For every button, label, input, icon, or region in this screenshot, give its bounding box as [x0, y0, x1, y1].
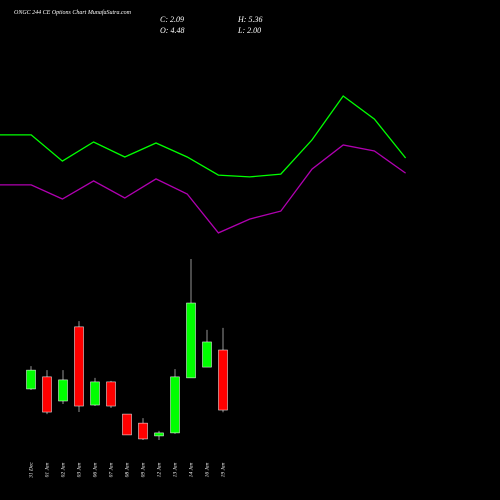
info-low: L: 2.00	[237, 26, 261, 35]
x-tick-label: 06 Jan	[92, 462, 98, 477]
x-tick-label: 13 Jan	[172, 462, 178, 477]
x-tick-label: 07 Jan	[108, 462, 114, 477]
x-tick-label: 09 Jan	[140, 462, 146, 477]
x-tick-label: 03 Jan	[76, 462, 82, 477]
candle-body	[42, 376, 52, 413]
candle-body	[202, 341, 212, 368]
candle-body	[170, 376, 180, 434]
candle-body	[218, 349, 228, 411]
candle-body	[58, 379, 68, 402]
x-tick-label: 08 Jan	[124, 462, 130, 477]
x-tick-label: 12 Jan	[156, 462, 162, 477]
x-tick-label: 14 Jan	[187, 462, 194, 477]
x-tick-label: 01 Jan	[44, 462, 50, 477]
info-close: C: 2.09	[160, 15, 184, 24]
line-series	[0, 144, 406, 234]
info-high: H: 5.36	[237, 15, 262, 24]
info-open: O: 4.48	[160, 26, 184, 35]
chart-title: ONGC 244 CE Options Chart MunafaSutra.co…	[14, 9, 132, 16]
candle-body	[186, 302, 196, 379]
x-tick-label: 02 Jan	[60, 462, 66, 477]
candle-body	[122, 413, 132, 436]
candle-body	[154, 432, 164, 437]
candle-body	[106, 381, 116, 407]
candle-body	[138, 422, 148, 440]
candle-body	[26, 369, 36, 390]
candle-body	[90, 381, 100, 406]
x-tick-label: 31 Dec	[28, 462, 34, 479]
line-series	[0, 95, 407, 178]
candle-body	[74, 326, 84, 407]
x-tick-label: 16 Jan	[204, 462, 210, 477]
x-tick-label: 19 Jan	[220, 462, 226, 477]
